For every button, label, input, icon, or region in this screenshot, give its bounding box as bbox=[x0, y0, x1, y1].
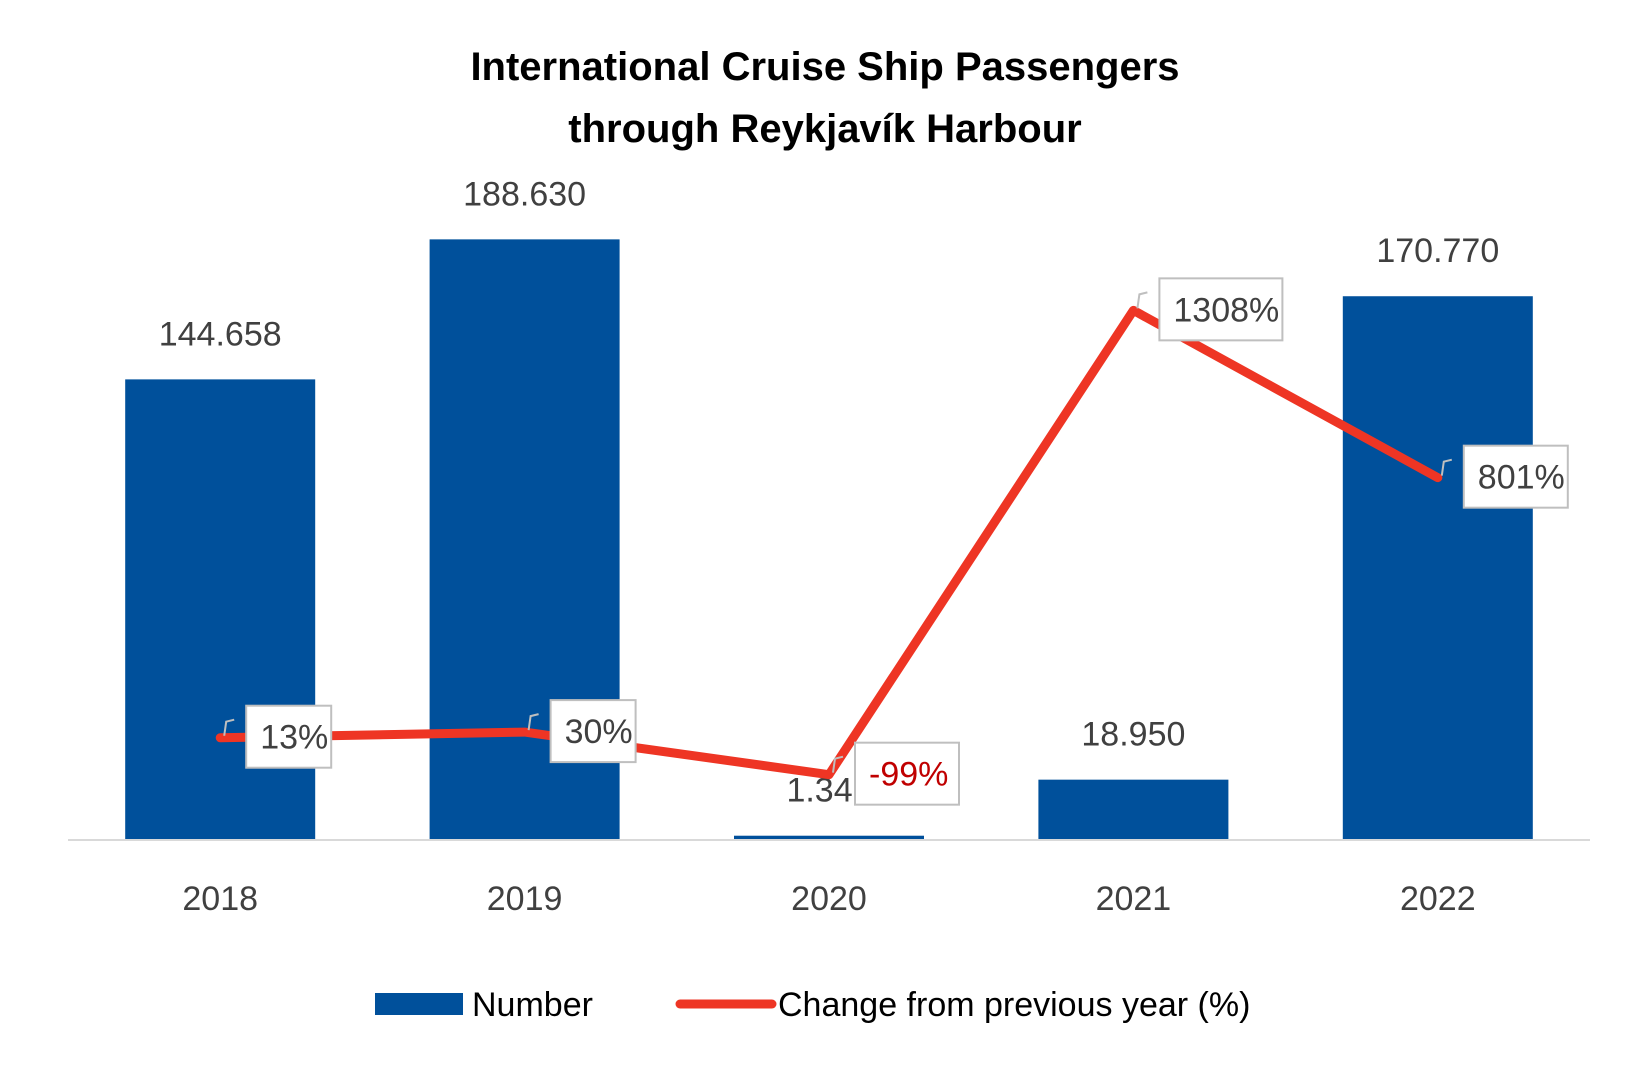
bar-label-2022: 170.770 bbox=[1376, 232, 1499, 270]
x-axis-tick-labels: 2018 2019 2020 2021 2022 bbox=[182, 880, 1475, 918]
change-label-2021: 1308% bbox=[1173, 291, 1279, 329]
line-series bbox=[215, 305, 1443, 780]
bar-label-2019: 188.630 bbox=[463, 175, 586, 213]
change-label-box-2021 bbox=[1158, 277, 1284, 342]
change-label-leader-2018 bbox=[223, 718, 235, 736]
change-label-2020: -99% bbox=[869, 756, 948, 794]
bar-2018 bbox=[125, 379, 316, 840]
x-tick-2020: 2020 bbox=[791, 880, 867, 918]
change-line bbox=[215, 305, 1443, 780]
legend-label-number: Number bbox=[472, 986, 593, 1024]
change-label-box-2020 bbox=[854, 741, 960, 806]
bar-series bbox=[125, 239, 1533, 840]
legend-label-change: Change from previous year (%) bbox=[778, 986, 1250, 1024]
change-label-box-2022 bbox=[1462, 444, 1569, 509]
bar-2020 bbox=[734, 835, 924, 840]
change-label-leader-2020 bbox=[832, 755, 844, 773]
x-tick-2018: 2018 bbox=[182, 880, 258, 918]
change-label-2018: 13% bbox=[260, 719, 328, 757]
bar-label-2018: 144.658 bbox=[159, 315, 282, 353]
bar-2022 bbox=[1342, 296, 1533, 840]
x-tick-2019: 2019 bbox=[487, 880, 563, 918]
bar-2021 bbox=[1038, 779, 1229, 840]
change-label-box-2018 bbox=[245, 704, 333, 769]
change-label-2022: 801% bbox=[1478, 459, 1565, 497]
change-label-leader-2022 bbox=[1440, 458, 1453, 476]
change-label-leader-2021 bbox=[1136, 291, 1148, 309]
legend-swatch-number bbox=[375, 993, 463, 1015]
change-label-2019: 30% bbox=[565, 713, 633, 751]
x-tick-2022: 2022 bbox=[1400, 880, 1476, 918]
chart-title-line-1: International Cruise Ship Passengers bbox=[470, 45, 1179, 89]
x-tick-2021: 2021 bbox=[1096, 880, 1172, 918]
change-label-box-2019 bbox=[549, 699, 637, 764]
chart-title-line-2: through Reykjavík Harbour bbox=[568, 107, 1081, 151]
line-data-labels: 13% 30% -99% 1308% 801% bbox=[223, 277, 1569, 806]
bar-label-2021: 18.950 bbox=[1081, 716, 1185, 754]
legend: Number Change from previous year (%) bbox=[375, 986, 1250, 1024]
change-label-leader-2019 bbox=[527, 713, 539, 731]
chart-title: International Cruise Ship Passengers thr… bbox=[470, 45, 1179, 151]
